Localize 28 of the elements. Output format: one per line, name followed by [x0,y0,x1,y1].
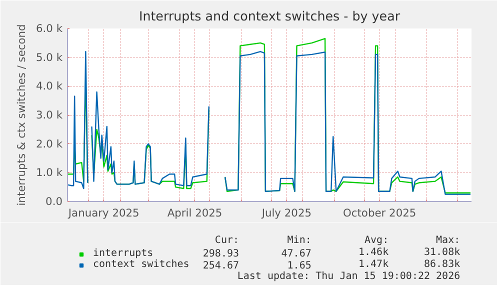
y-axis-title: interrupts & ctx switches / second [14,24,28,206]
text: Min: [287,235,312,246]
y-tick-label: 3.0 k [36,108,64,122]
chart-title: Interrupts and context switches - by year [138,8,401,24]
x-tick-label: April 2025 [167,206,222,220]
legend-label: interrupts [93,248,154,259]
text: Avg: [364,235,389,246]
text: 1.65 [287,260,312,272]
y-tick-label: 1.0 k [36,166,64,180]
text: 47.67 [281,248,312,260]
text: 31.08k [424,247,460,258]
x-tick-label: July 2025 [260,206,312,220]
text: 254.67 [202,260,240,272]
text: Max: [436,235,460,246]
y-tick-label: 4.0 k [36,80,64,93]
text: Cur: [214,235,240,246]
text: 1.47k [358,259,389,270]
y-tick-label: 6.0 k [36,22,64,35]
text: 298.93 [202,248,240,260]
legend-label: context switches [93,259,190,270]
y-tick-label: 2.0 k [36,137,64,150]
x-tick-label: October 2025 [343,206,416,220]
x-tick-label: January 2025 [67,206,140,220]
text: Last update: Thu Jan 15 19:00:22 2026 [237,271,460,282]
text: 1.46k [358,247,389,258]
y-tick-label: 0.0 [46,195,63,208]
text: 86.83k [424,259,460,270]
y-tick-label: 5.0 k [36,50,64,64]
